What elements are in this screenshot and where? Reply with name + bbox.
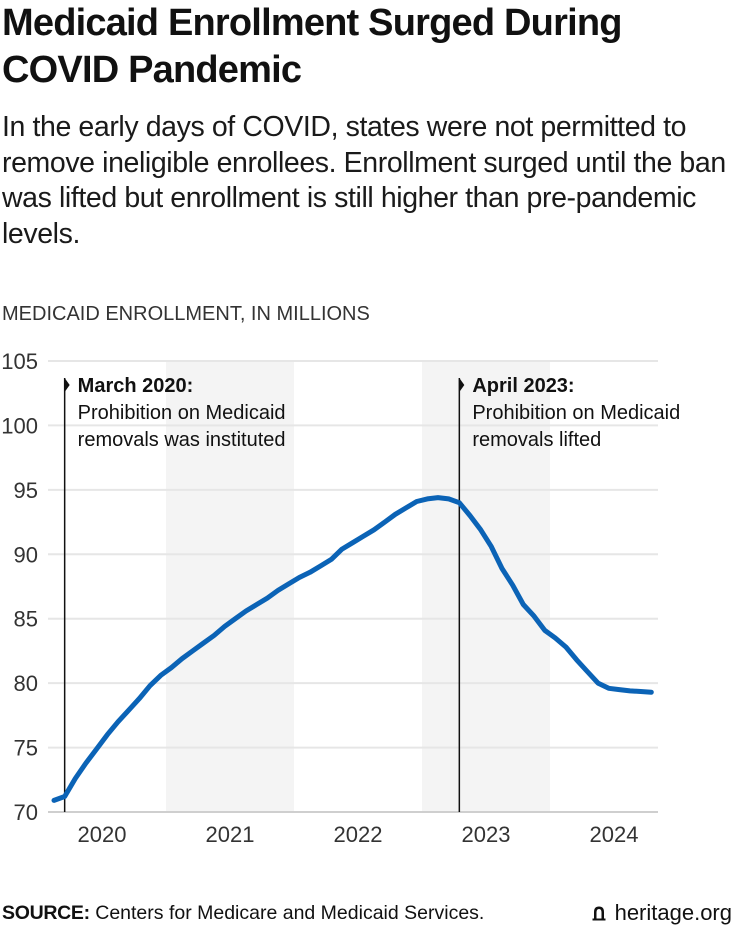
y-axis-title: MEDICAID ENROLLMENT, IN MILLIONS — [2, 303, 370, 325]
x-tick-label: 2024 — [590, 822, 639, 847]
shaded-band-2021 — [166, 361, 294, 812]
y-tick-label: 80 — [14, 671, 38, 696]
y-tick-label: 105 — [1, 349, 38, 374]
y-tick-label: 90 — [14, 542, 38, 567]
x-tick-label: 2023 — [462, 822, 511, 847]
source-note: SOURCE: Centers for Medicare and Medicai… — [2, 902, 732, 925]
shaded-year-bands — [166, 361, 550, 812]
y-tick-label: 100 — [1, 413, 38, 438]
chart-subtitle: In the early days of COVID, states were … — [2, 111, 726, 250]
annotation-text: removals was instituted — [78, 429, 286, 451]
brand: heritage.org — [591, 900, 732, 926]
annotation-heading: March 2020: — [78, 375, 194, 397]
shaded-band-2023 — [422, 361, 550, 812]
liberty-bell-icon — [592, 906, 606, 921]
y-axis-ticks: 70 75 80 85 90 95 100 105 — [1, 349, 38, 825]
y-tick-label: 75 — [14, 736, 38, 761]
series-group — [51, 495, 654, 803]
source-label: SOURCE: — [2, 902, 90, 924]
gridlines — [48, 360, 658, 813]
annotation-heading: April 2023: — [472, 375, 574, 397]
chart-title: Medicaid Enrollment Surged During COVID … — [2, 2, 622, 91]
y-tick-label: 85 — [14, 607, 38, 632]
annotations: March 2020: Prohibition on Medicaid remova… — [63, 375, 680, 812]
x-axis-ticks: 2020 2021 2022 2023 2024 — [78, 822, 639, 847]
x-tick-label: 2022 — [334, 822, 383, 847]
x-tick-label: 2020 — [78, 822, 127, 847]
annotation-text: Prohibition on Medicaid — [78, 402, 286, 424]
source-text: Centers for Medicare and Medicaid Servic… — [89, 902, 485, 924]
annotation-text: removals lifted — [472, 429, 601, 451]
x-tick-label: 2021 — [206, 822, 255, 847]
annotation-text: Prohibition on Medicaid — [472, 402, 680, 424]
y-tick-label: 95 — [14, 478, 38, 503]
series-line — [51, 495, 654, 803]
annotation-arrow-icon — [459, 378, 465, 392]
annotation-arrow-icon — [64, 378, 70, 392]
brand-text: heritage.org — [614, 900, 732, 925]
y-tick-label: 70 — [14, 800, 38, 825]
